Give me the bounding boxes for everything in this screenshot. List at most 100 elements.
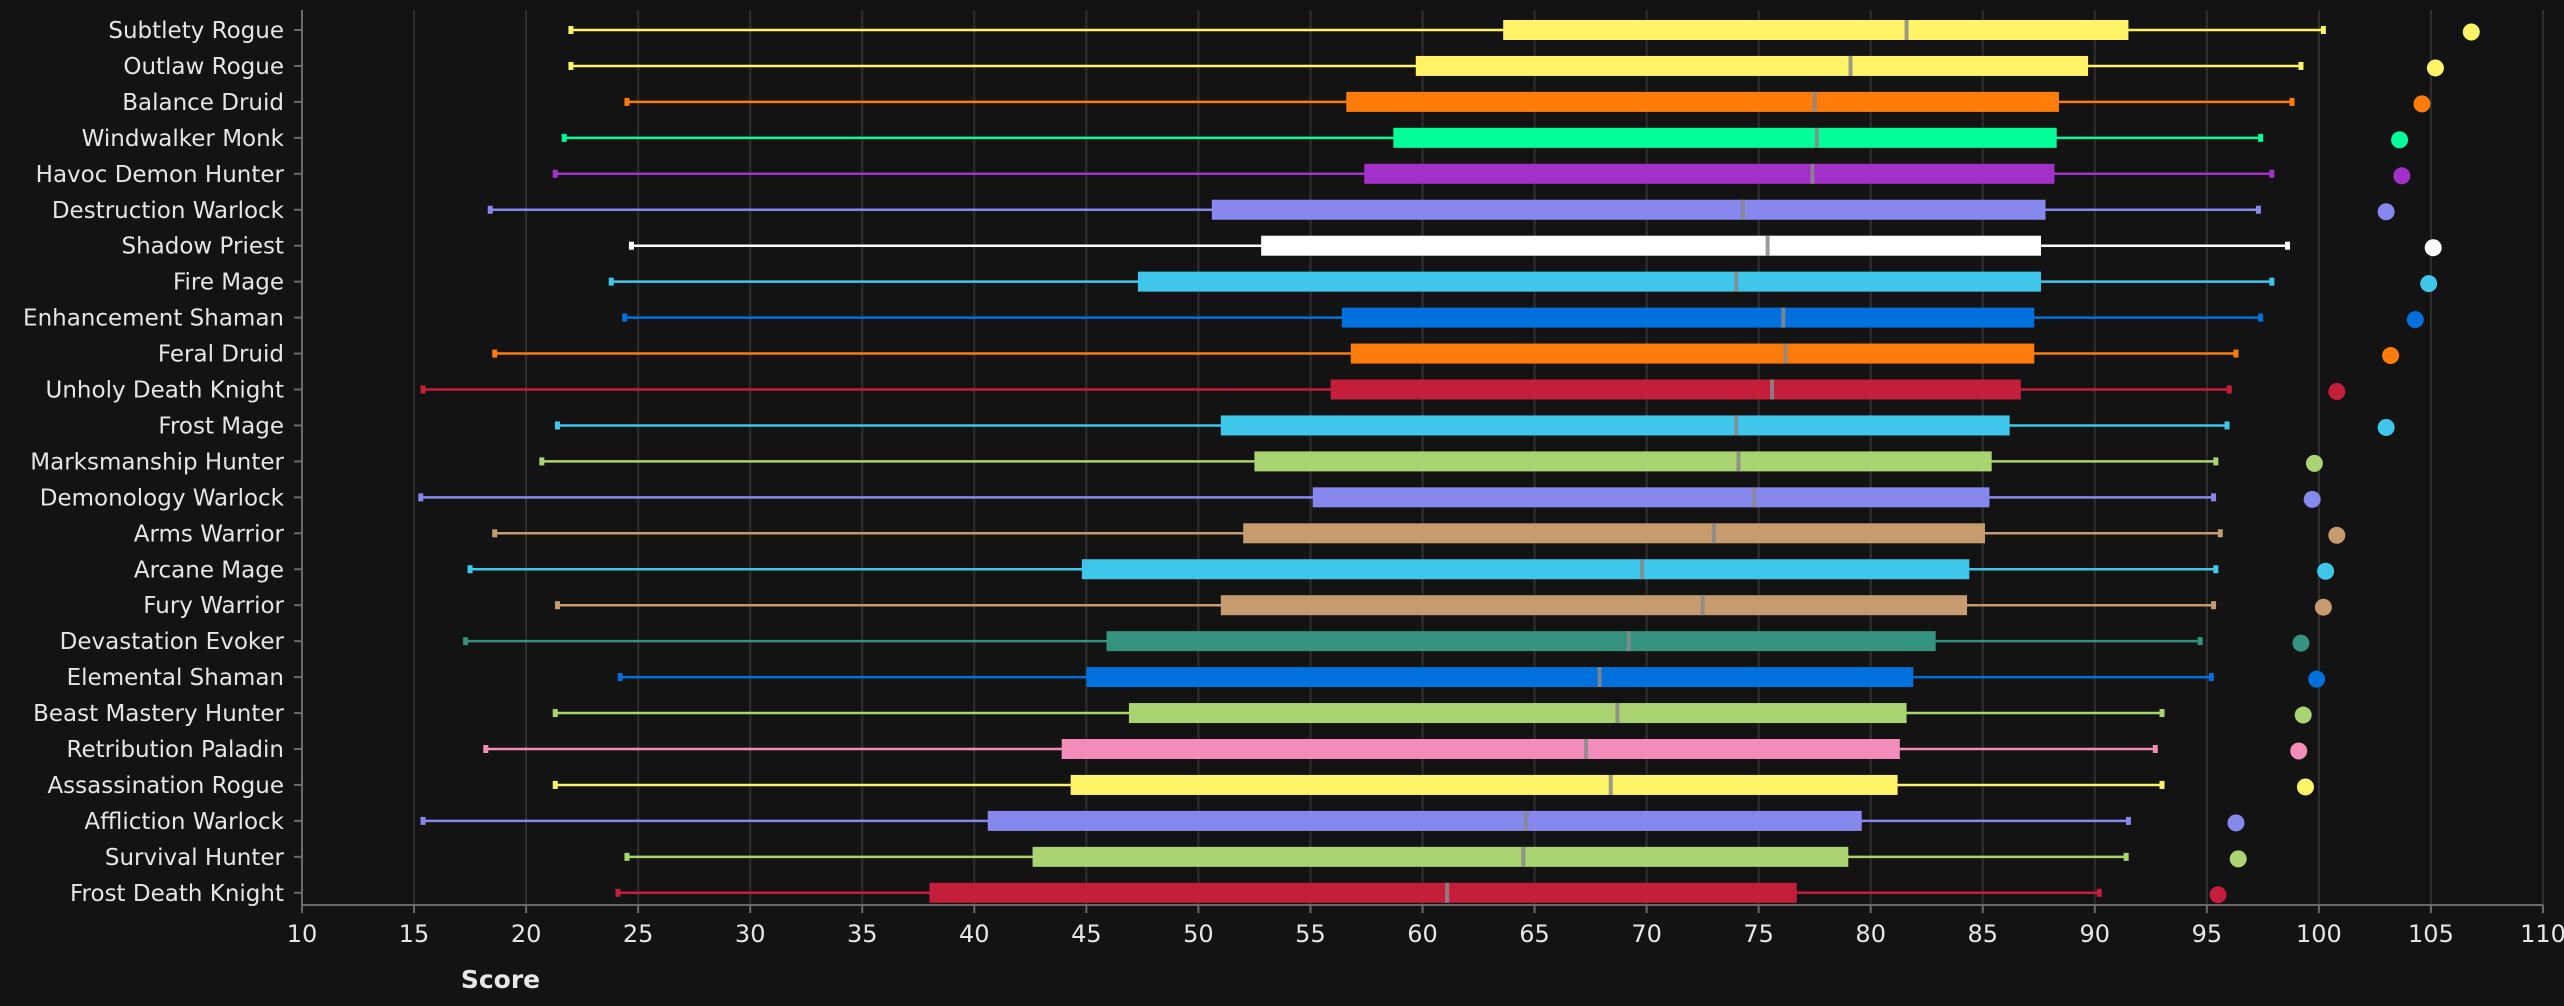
median-mark: [1445, 882, 1450, 903]
series-row: Marksmanship Hunter: [30, 449, 2323, 475]
series-row: Fury Warrior: [143, 593, 2332, 619]
median-mark: [1734, 271, 1739, 292]
whisker-cap-high: [2152, 745, 2158, 753]
max-point: [2426, 59, 2444, 77]
median-mark: [1615, 703, 1620, 724]
x-tick-label: 70: [1631, 920, 1662, 948]
category-label: Windwalker Monk: [82, 126, 285, 152]
iqr-box: [1211, 199, 2046, 220]
whisker-cap-low: [561, 133, 567, 142]
median-mark: [1765, 235, 1770, 256]
whisker-cap-low: [608, 277, 614, 286]
category-label: Destruction Warlock: [52, 198, 285, 224]
series-row: Destruction Warlock: [52, 198, 2395, 224]
series-row: Arms Warrior: [134, 521, 2346, 547]
x-tick-label: 15: [399, 920, 430, 948]
x-tick-label: 90: [2080, 920, 2111, 948]
median-mark: [1783, 343, 1788, 364]
median-mark: [1711, 523, 1716, 544]
whisker-cap-high: [2233, 349, 2239, 358]
whisker-cap-high: [2258, 313, 2264, 322]
iqr-box: [1137, 271, 2042, 292]
median-mark: [1640, 559, 1645, 580]
category-label: Arms Warrior: [134, 521, 285, 547]
category-label: Enhancement Shaman: [23, 306, 284, 332]
max-point: [2227, 814, 2245, 832]
iqr-box: [1346, 91, 2059, 112]
whisker-cap-low: [617, 673, 623, 682]
whisker-cap-low: [622, 313, 628, 322]
max-point: [2420, 275, 2438, 293]
x-tick-label: 85: [1967, 920, 1998, 948]
series-row: Assassination Rogue: [47, 773, 2314, 799]
median-mark: [1752, 487, 1757, 508]
median-mark: [1523, 810, 1528, 831]
whisker-cap-low: [615, 888, 621, 897]
max-point: [2308, 670, 2326, 688]
whisker-cap-low: [568, 26, 574, 34]
whisker-cap-low: [552, 780, 558, 789]
x-tick-label: 45: [1071, 920, 1102, 948]
category-label: Frost Death Knight: [70, 881, 284, 907]
category-label: Marksmanship Hunter: [30, 449, 284, 475]
whisker-cap-high: [2213, 457, 2219, 466]
max-point: [2314, 598, 2332, 616]
whisker-cap-low: [552, 709, 558, 718]
whisker-cap-low: [492, 349, 498, 358]
whisker-cap-high: [2285, 241, 2291, 250]
series-row: Unholy Death Knight: [46, 378, 2346, 404]
iqr-box: [1220, 415, 2010, 436]
category-label: Subtlety Rogue: [108, 18, 284, 44]
category-label: Feral Druid: [158, 342, 284, 368]
iqr-box: [1032, 846, 1849, 867]
whisker-cap-low: [492, 529, 498, 538]
series-row: Frost Mage: [158, 413, 2395, 439]
series-row: Feral Druid: [158, 342, 2400, 368]
max-point: [2406, 311, 2424, 329]
category-label: Balance Druid: [122, 90, 284, 116]
x-tick-label: 105: [2408, 920, 2454, 948]
category-label: Affliction Warlock: [84, 809, 284, 835]
whisker-cap-high: [2289, 97, 2295, 106]
x-tick-label: 95: [2192, 920, 2223, 948]
x-tick-label: 35: [847, 920, 878, 948]
x-tick-label: 75: [1743, 920, 1774, 948]
iqr-box: [1330, 379, 2021, 400]
whisker-cap-low: [420, 385, 426, 394]
max-point: [2382, 347, 2400, 365]
whisker-cap-low: [624, 852, 630, 861]
iqr-box: [1086, 667, 1914, 688]
median-mark: [1734, 415, 1739, 436]
whisker-cap-high: [2258, 133, 2264, 142]
whisker-cap-high: [2208, 673, 2214, 682]
x-tick-label: 50: [1183, 920, 1214, 948]
series-row: Survival Hunter: [105, 845, 2247, 871]
iqr-box: [1312, 487, 1990, 508]
category-label: Devastation Evoker: [60, 629, 285, 655]
category-label: Frost Mage: [158, 413, 284, 439]
iqr-box: [1341, 307, 2035, 328]
iqr-box: [1350, 343, 2035, 364]
series-row: Windwalker Monk: [82, 126, 2409, 152]
iqr-box: [987, 810, 1862, 831]
whisker-cap-low: [463, 637, 469, 646]
series-row: Retribution Paladin: [67, 737, 2308, 763]
max-point: [2328, 526, 2346, 544]
x-tick-label: 40: [959, 920, 990, 948]
whisker-cap-low: [628, 241, 634, 250]
iqr-box: [1070, 774, 1898, 795]
iqr-box: [929, 882, 1797, 903]
whisker-cap-high: [2125, 816, 2131, 825]
median-mark: [1626, 631, 1631, 652]
category-label: Unholy Death Knight: [46, 378, 284, 404]
series-row: Subtlety Rogue: [108, 18, 2480, 44]
whisker-cap-high: [2217, 529, 2223, 538]
series-row: Beast Mastery Hunter: [33, 701, 2312, 727]
x-tick-label: 55: [1295, 920, 1326, 948]
whisker-cap-high: [2096, 888, 2102, 897]
iqr-box: [1061, 739, 1900, 759]
median-mark: [1740, 199, 1745, 220]
category-label: Outlaw Rogue: [123, 54, 284, 80]
max-point: [2229, 850, 2247, 868]
